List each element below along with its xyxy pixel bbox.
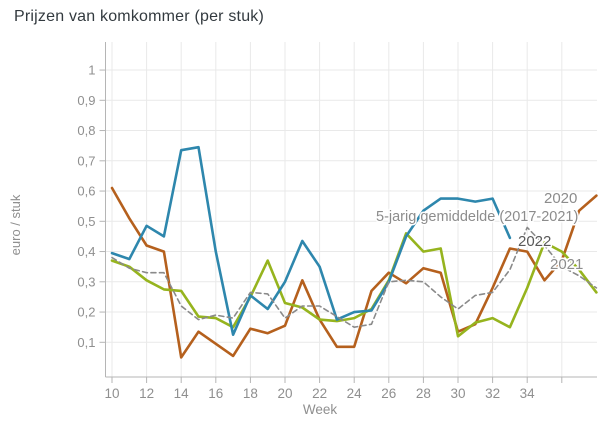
x-tick-label: 18 [243,386,258,401]
y-tick-label: 0,8 [77,123,95,138]
x-tick-label: 20 [277,386,292,401]
series-label: 5-jarig gemiddelde (2017-2021) [376,209,578,225]
y-tick-label: 0,9 [77,93,95,108]
x-tick-label: 34 [520,386,536,401]
series-line-2021 [110,232,598,338]
y-tick-label: 1 [88,63,95,78]
horizontal-gridlines [105,69,597,343]
series-label: 2022 [518,233,551,250]
series-line-2020 [110,186,598,359]
y-tick-label: 0,4 [77,244,95,259]
x-tick-label: 22 [312,386,327,401]
series-line-5-jarig-gemiddelde-2017-2021- [111,226,598,329]
x-tick-label: 16 [208,386,223,401]
series-line-2022 [110,145,512,337]
y-tick-label: 0,2 [77,305,95,320]
axes [105,42,597,378]
y-tick-label: 0,5 [77,214,95,229]
x-tick-label: 32 [485,386,500,401]
x-tick-label: 14 [174,386,190,401]
x-tick-label: 28 [416,386,431,401]
y-axis-ticks: 0,1 0,2 0,3 0,4 0,5 0,6 0,7 0,8 0,9 1 [77,63,106,350]
y-axis-title: euro / stuk [8,194,23,255]
y-tick-label: 0,1 [77,335,95,350]
series-label: 2021 [550,256,583,273]
y-tick-label: 0,7 [77,153,95,168]
x-axis-ticks: 10 12 14 16 18 20 22 24 26 28 30 32 34 [104,377,563,401]
chart-title: Prijzen van komkommer (per stuk) [14,8,265,25]
series-label: 2020 [544,190,577,207]
y-tick-label: 0,3 [77,274,95,289]
x-tick-label: 12 [139,386,154,401]
x-tick-label: 26 [381,386,396,401]
x-tick-label: 24 [347,386,363,401]
series-labels: 2020 5-jarig gemiddelde (2017-2021) 2022 20… [375,189,585,275]
x-tick-label: 30 [450,386,465,401]
series-lines [110,145,598,359]
y-tick-label: 0,6 [77,184,95,199]
x-tick-label: 10 [104,386,119,401]
x-axis-title: Week [303,402,338,417]
